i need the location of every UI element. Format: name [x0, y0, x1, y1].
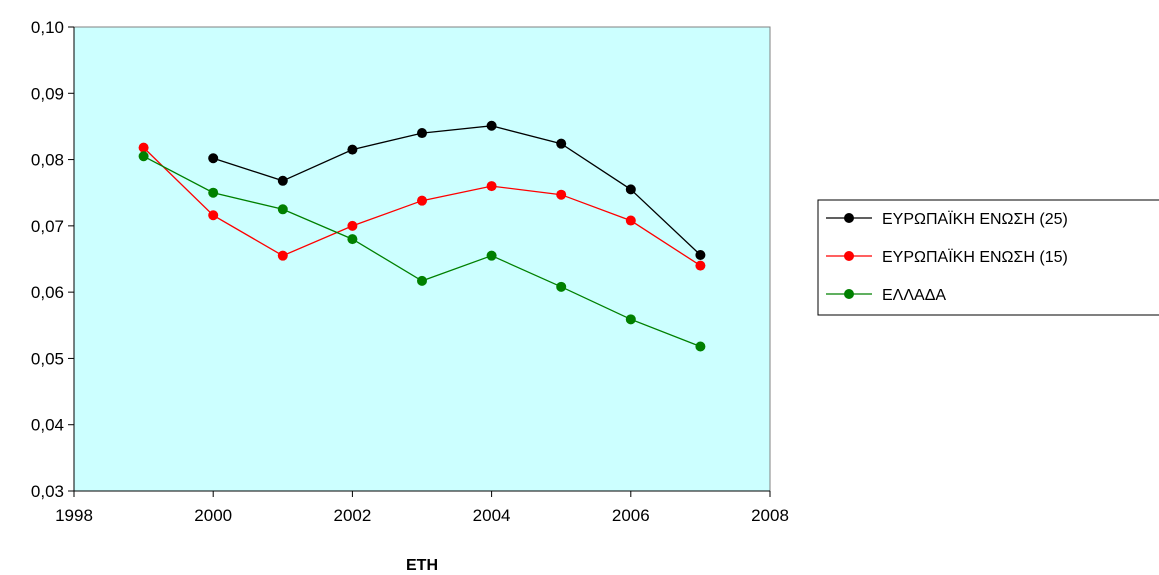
series-line [212, 125, 701, 256]
data-point [417, 195, 427, 206]
legend-label: ΕΛΛΑΔΑ [882, 287, 946, 304]
x-tick-label: 2000 [194, 506, 232, 525]
y-tick-label: 0,04 [31, 416, 64, 435]
x-tick-label: 1998 [55, 506, 93, 525]
x-axis-ticks: 1998 2000 2002 2004 2006 2008 [55, 491, 789, 525]
y-axis-ticks: 0,03 0,04 0,05 0,06 0,07 0,08 0,09 0,10 [31, 18, 74, 501]
data-point [695, 260, 706, 271]
series-3 [138, 151, 706, 352]
x-tick-label: 2002 [333, 506, 371, 525]
x-tick-label: 2004 [473, 506, 511, 525]
data-point [417, 128, 427, 139]
data-point [486, 120, 497, 131]
y-tick-label: 0,10 [31, 18, 64, 37]
legend-marker [844, 289, 854, 299]
data-point [208, 210, 219, 221]
data-point [417, 275, 427, 286]
x-tick-label: 2006 [612, 506, 650, 525]
legend-marker [844, 213, 854, 223]
legend: ΕΥΡΩΠΑΪΚΗ ΕΝΩΣΗ (25) ΕΥΡΩΠΑΪΚΗ ΕΝΩΣΗ (15)… [817, 199, 1159, 316]
x-tick-label: 2008 [751, 506, 789, 525]
legend-entry-1: ΕΥΡΩΠΑΪΚΗ ΕΝΩΣΗ (25) [826, 210, 1068, 228]
data-point [556, 138, 567, 149]
data-point [277, 204, 288, 215]
data-point [138, 142, 149, 153]
plot-area [73, 26, 771, 492]
data-point [208, 153, 219, 164]
data-point [277, 250, 288, 261]
data-point [138, 151, 149, 162]
data-point [277, 175, 288, 186]
series-1 [208, 120, 706, 261]
data-point [486, 181, 497, 192]
data-point [208, 187, 219, 198]
y-tick-label: 0,06 [31, 283, 64, 302]
data-point [625, 215, 636, 226]
data-point [347, 234, 358, 245]
y-tick-label: 0,03 [31, 482, 64, 501]
data-point [486, 250, 497, 261]
legend-box [817, 199, 1159, 316]
x-axis-label: ΕΤΗ [406, 557, 438, 574]
y-tick-label: 0,08 [31, 151, 64, 170]
data-point [347, 144, 358, 155]
legend-label: ΕΥΡΩΠΑΪΚΗ ΕΝΩΣΗ (15) [882, 248, 1068, 266]
y-tick-label: 0,07 [31, 217, 64, 236]
legend-entry-2: ΕΥΡΩΠΑΪΚΗ ΕΝΩΣΗ (15) [826, 248, 1068, 266]
legend-marker [844, 251, 854, 261]
data-point [695, 250, 706, 261]
y-tick-label: 0,05 [31, 349, 64, 368]
y-tick-label: 0,09 [31, 84, 64, 103]
legend-entry-3: ΕΛΛΑΔΑ [826, 287, 946, 304]
data-point [695, 341, 706, 352]
axes [73, 27, 770, 492]
series-layer [138, 120, 706, 352]
data-point [556, 189, 567, 200]
data-point [556, 281, 567, 292]
legend-label: ΕΥΡΩΠΑΪΚΗ ΕΝΩΣΗ (25) [882, 210, 1068, 228]
series-2 [138, 142, 706, 271]
data-point [625, 184, 636, 195]
data-point [347, 220, 358, 231]
data-point [625, 314, 636, 325]
